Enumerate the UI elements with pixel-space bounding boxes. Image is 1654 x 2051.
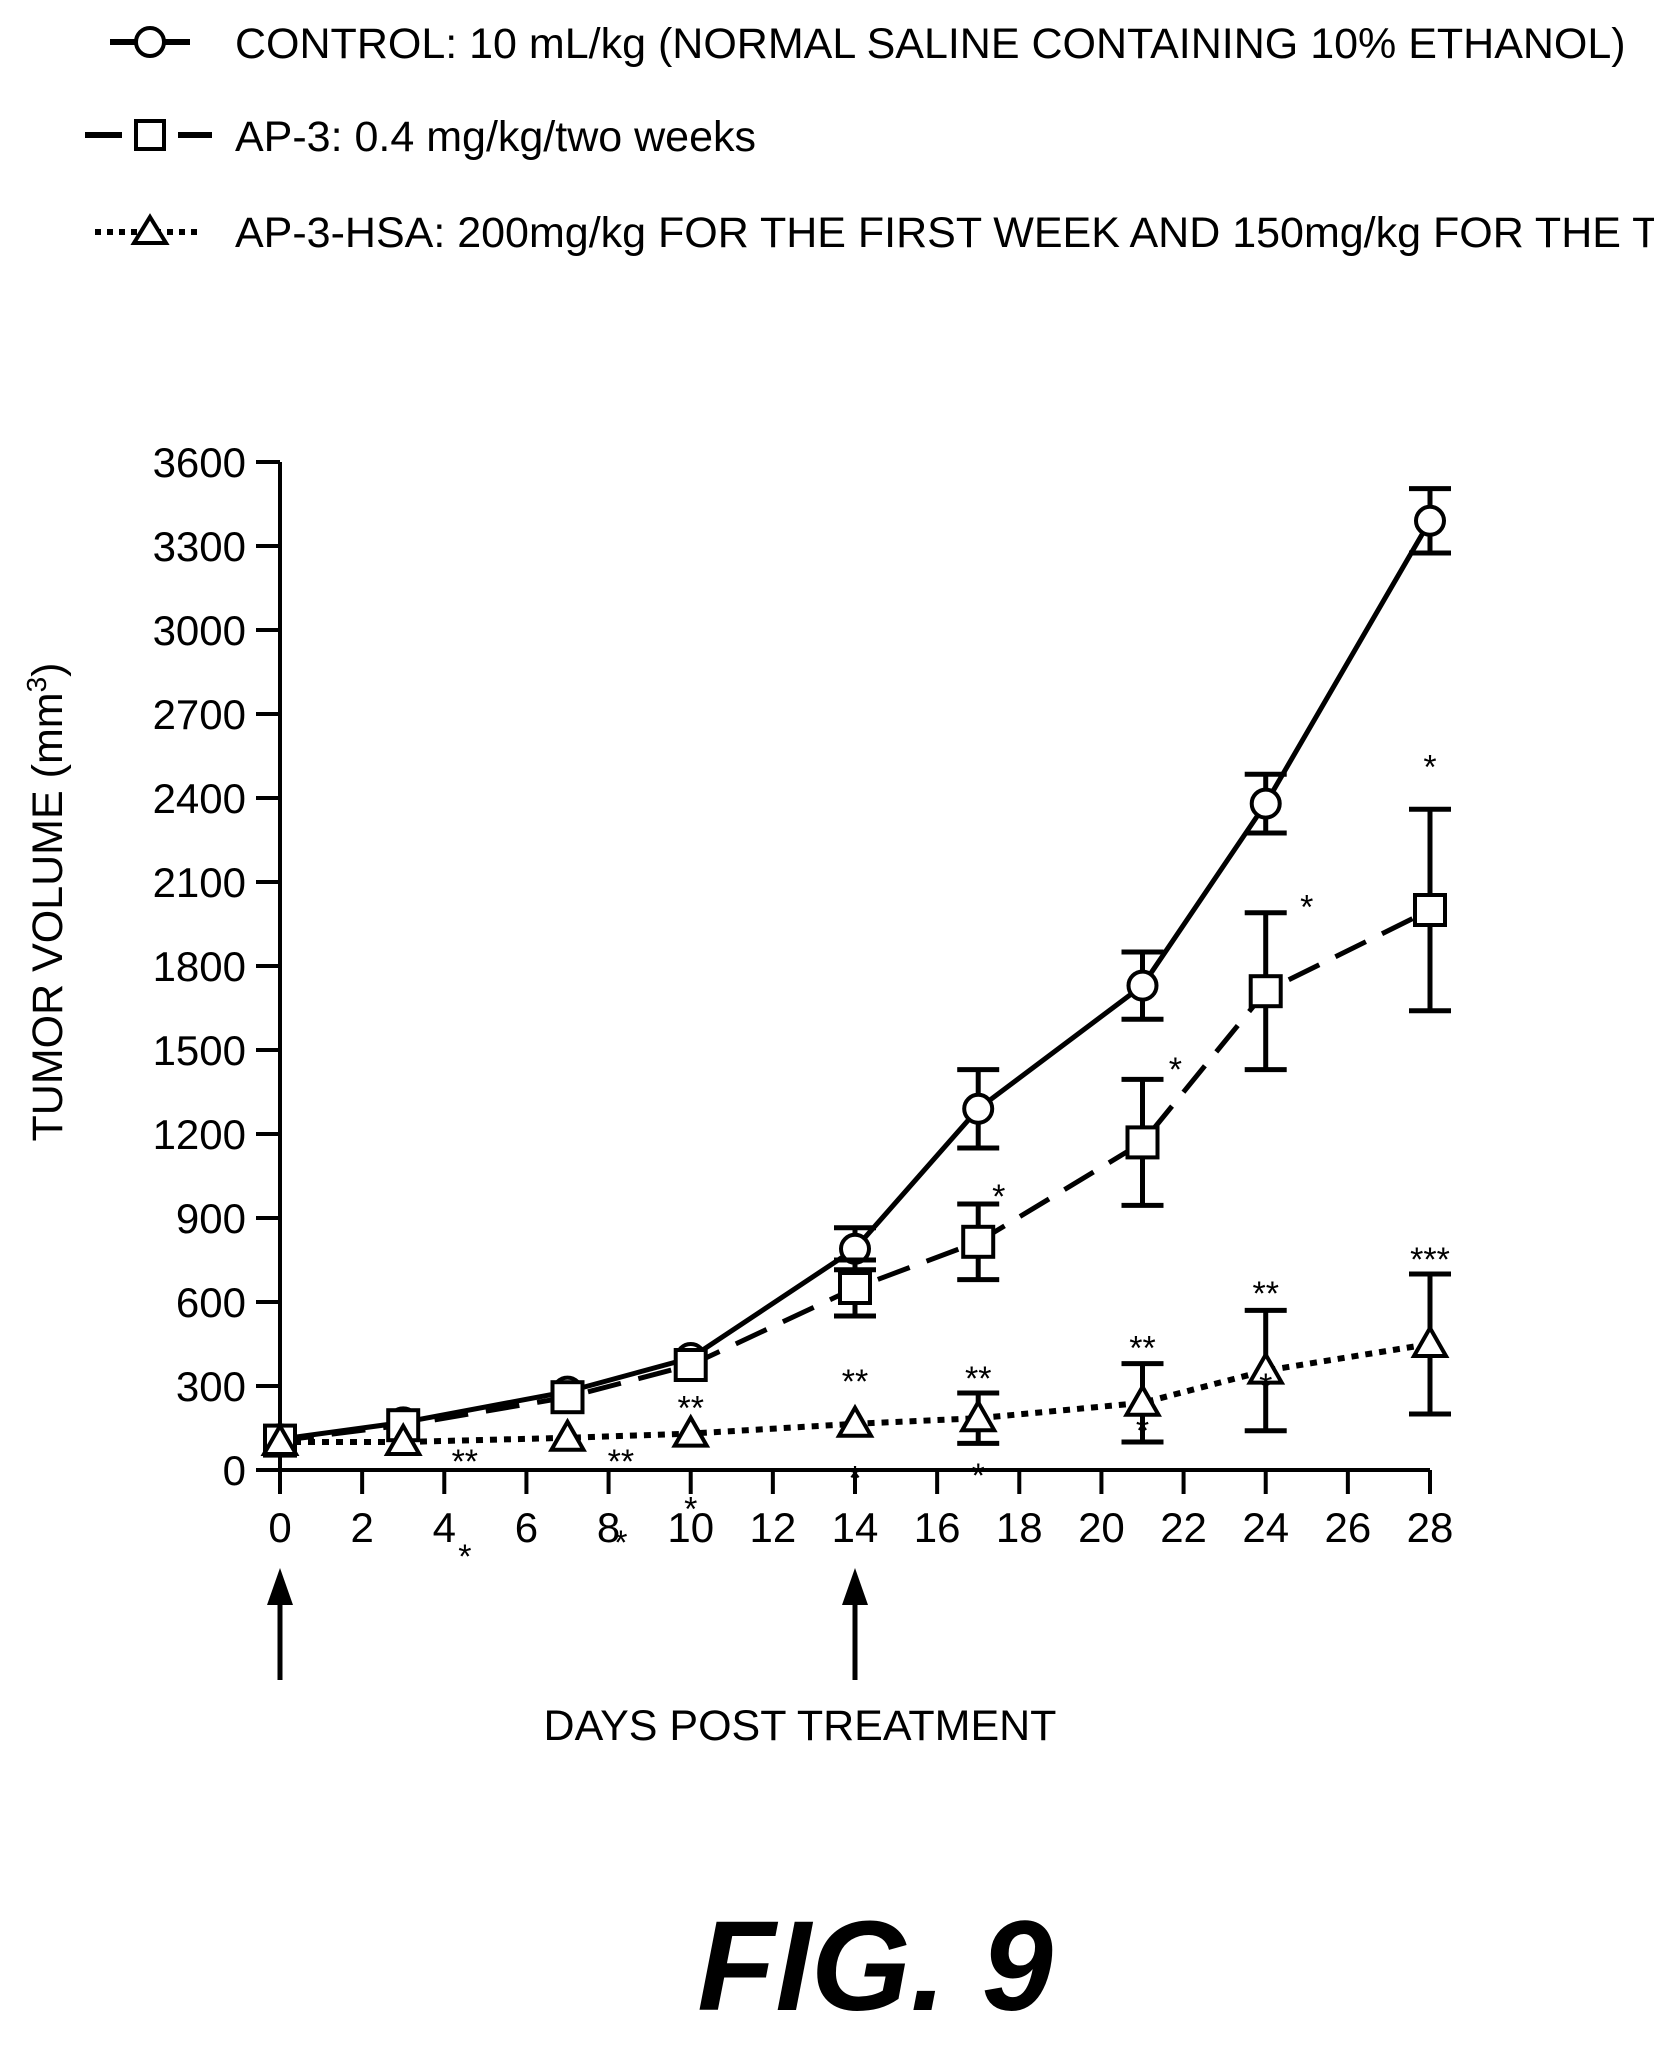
x-tick-label: 2 <box>350 1504 373 1551</box>
data-point <box>1410 1323 1450 1358</box>
data-point <box>1248 974 1283 1009</box>
data-point <box>835 1403 875 1438</box>
y-tick-label: 600 <box>176 1279 246 1326</box>
plot-area: 0300600900120015001800210024002700300033… <box>153 439 1454 1680</box>
data-point <box>1126 969 1159 1002</box>
significance-marker: * <box>458 1538 471 1576</box>
significance-marker: * <box>684 1490 697 1528</box>
legend-control-marker <box>134 26 166 58</box>
data-point <box>673 1348 708 1382</box>
legend-ap3-marker <box>134 119 166 151</box>
y-tick-label: 3000 <box>153 607 246 654</box>
significance-marker: * <box>1136 1412 1149 1450</box>
x-tick-label: 10 <box>667 1504 714 1551</box>
significance-marker: * <box>992 1178 1005 1216</box>
data-point <box>1413 893 1447 927</box>
x-tick-label: 8 <box>597 1504 620 1551</box>
x-tick-label: 0 <box>268 1504 291 1551</box>
x-axis-title: DAYS POST TREATMENT <box>544 1702 1057 1750</box>
y-tick-label: 900 <box>176 1195 246 1242</box>
significance-marker: ** <box>965 1360 991 1398</box>
data-point <box>961 1224 996 1259</box>
y-tick-label: 1800 <box>153 943 246 990</box>
y-axis-title-close: ) <box>24 663 72 677</box>
y-tick-label: 300 <box>176 1363 246 1410</box>
legend-entry-ap3: AP-3: 0.4 mg/kg/two weeks <box>85 113 756 161</box>
y-tick-label: 2100 <box>153 859 246 906</box>
y-tick-label: 1500 <box>153 1027 246 1074</box>
significance-marker: * <box>972 1457 985 1495</box>
data-point <box>1414 504 1446 537</box>
significance-marker: ** <box>452 1443 478 1481</box>
legend-ap3-label: AP-3: 0.4 mg/kg/two weeks <box>235 113 756 161</box>
data-point <box>550 1380 585 1415</box>
data-point <box>1125 1125 1160 1160</box>
legend-ap3hsa-label: AP-3-HSA: 200mg/kg FOR THE FIRST WEEK AN… <box>235 209 1654 257</box>
y-tick-label: 3300 <box>153 523 246 570</box>
y-tick-label: 3600 <box>153 439 246 486</box>
series-layer <box>260 486 1451 1458</box>
significance-marker: * <box>1423 748 1436 786</box>
significance-marker: ** <box>1129 1329 1155 1367</box>
y-axis-title-main: TUMOR VOLUME (mm <box>24 692 72 1141</box>
data-point <box>962 1092 995 1125</box>
significance-marker: * <box>848 1460 861 1498</box>
treatment-arrows <box>267 1568 868 1680</box>
x-tick-label: 24 <box>1242 1504 1289 1551</box>
significance-marker: ** <box>842 1363 868 1401</box>
significance-marker: * <box>1169 1051 1182 1089</box>
data-point <box>1123 1382 1162 1417</box>
x-tick-label: 18 <box>996 1504 1043 1551</box>
significance-marker: ** <box>608 1443 634 1481</box>
figure-label: FIG. 9 <box>697 1895 1053 2038</box>
y-tick-label: 2400 <box>153 775 246 822</box>
legend-control-label: CONTROL: 10 mL/kg (NORMAL SALINE CONTAIN… <box>235 20 1626 68</box>
y-axis-title: TUMOR VOLUME (mm3) <box>21 663 72 1142</box>
y-axis-title-superscript: 3 <box>21 677 52 693</box>
x-tick-label: 20 <box>1078 1504 1125 1551</box>
x-tick-label: 22 <box>1160 1504 1207 1551</box>
y-tick-label: 0 <box>223 1447 246 1494</box>
significance-annotations: **************************** <box>452 748 1450 1576</box>
data-point <box>671 1413 711 1448</box>
significance-marker: *** <box>1410 1241 1450 1279</box>
treatment-arrow-head <box>267 1568 293 1605</box>
series-3 <box>260 1271 1451 1456</box>
y-tick-label: 2700 <box>153 691 246 738</box>
x-tick-label: 28 <box>1407 1504 1454 1551</box>
x-tick-label: 6 <box>515 1504 538 1551</box>
legend-entry-ap3hsa: AP-3-HSA: 200mg/kg FOR THE FIRST WEEK AN… <box>95 209 1654 257</box>
treatment-arrow-head <box>842 1568 868 1605</box>
legend: CONTROL: 10 mL/kg (NORMAL SALINE CONTAIN… <box>85 20 1654 257</box>
data-point <box>1249 787 1282 820</box>
x-tick-label: 12 <box>749 1504 796 1551</box>
y-tick-label: 1200 <box>153 1111 246 1158</box>
x-tick-label: 16 <box>914 1504 961 1551</box>
significance-marker: * <box>1259 1367 1272 1405</box>
data-point <box>958 1398 998 1433</box>
legend-ap3hsa-marker <box>130 213 170 245</box>
data-point <box>838 1271 872 1305</box>
significance-marker: * <box>1300 888 1313 926</box>
data-point <box>1246 1350 1286 1385</box>
legend-entry-control: CONTROL: 10 mL/kg (NORMAL SALINE CONTAIN… <box>110 20 1626 68</box>
x-tick-label: 26 <box>1324 1504 1371 1551</box>
significance-marker: ** <box>1252 1275 1278 1313</box>
x-tick-label: 4 <box>433 1504 456 1551</box>
significance-marker: ** <box>677 1390 703 1428</box>
x-tick-label: 14 <box>832 1504 879 1551</box>
treatment-arrow <box>267 1568 293 1680</box>
series-2 <box>263 806 1451 1458</box>
axes: 0300600900120015001800210024002700300033… <box>153 439 1454 1551</box>
treatment-arrow <box>842 1568 868 1680</box>
data-point <box>260 1421 300 1456</box>
significance-marker: * <box>614 1524 627 1562</box>
data-point <box>548 1417 587 1452</box>
data-point <box>383 1421 423 1456</box>
